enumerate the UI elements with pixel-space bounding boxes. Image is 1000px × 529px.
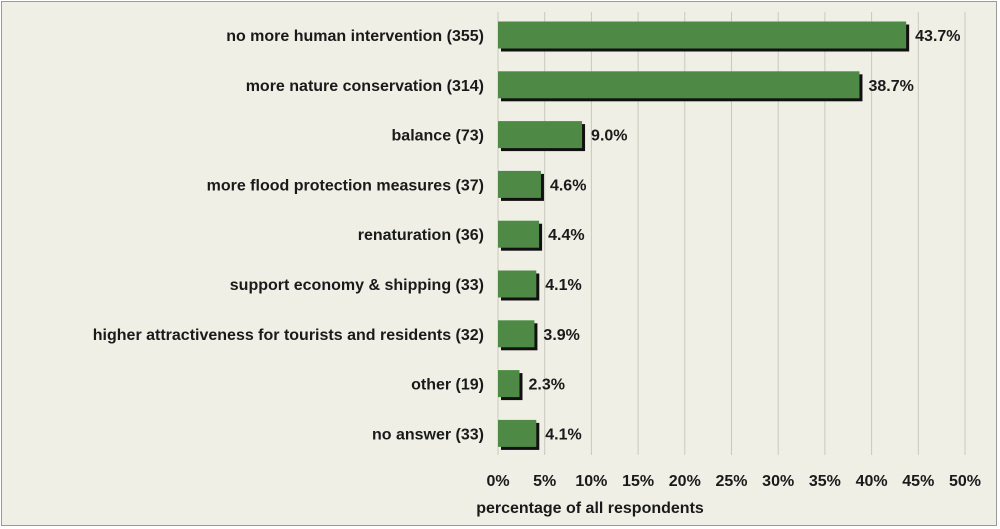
data-label: 4.4% (548, 227, 584, 244)
bar (498, 220, 540, 248)
category-label: more flood protection measures (37) (207, 177, 484, 194)
x-tick-label: 5% (533, 473, 556, 490)
x-tick-label: 35% (809, 473, 841, 490)
data-label: 2.3% (528, 377, 564, 394)
x-tick-label: 25% (715, 473, 747, 490)
data-label: 9.0% (591, 128, 627, 145)
category-label: more nature conservation (314) (246, 78, 484, 95)
x-tick-label: 15% (622, 473, 654, 490)
data-labels: 43.7% 38.7% 9.0% 4.6% 4.4% 4.1% 3.9% 2.3% 4.1% (528, 28, 960, 443)
bar (498, 71, 860, 99)
x-tick-labels: 0% 5% 10% 15% 20% 25% 30% 35% 40% 45% 50% (486, 473, 981, 490)
category-label: support economy & shipping (33) (230, 277, 484, 294)
x-tick-label: 20% (669, 473, 701, 490)
bar (498, 370, 520, 398)
data-label: 3.9% (543, 327, 579, 344)
x-tick-label: 0% (486, 473, 509, 490)
x-tick-label: 50% (949, 473, 981, 490)
category-label: other (19) (411, 377, 484, 394)
category-label: higher attractiveness for tourists and r… (93, 327, 484, 344)
bar (498, 21, 907, 49)
data-label: 43.7% (915, 28, 960, 45)
category-label: renaturation (36) (358, 227, 484, 244)
x-axis-title: percentage of all respondents (476, 500, 704, 517)
bars (498, 21, 910, 450)
x-tick-label: 45% (902, 473, 934, 490)
category-label: no more human intervention (355) (226, 28, 484, 45)
data-label: 4.6% (550, 177, 586, 194)
data-label: 38.7% (868, 78, 913, 95)
bar (498, 170, 541, 198)
category-label: balance (73) (392, 128, 484, 145)
x-tick-label: 40% (856, 473, 888, 490)
x-tick-label: 10% (575, 473, 607, 490)
bar (498, 320, 535, 348)
category-label: no answer (33) (372, 426, 484, 443)
data-label: 4.1% (545, 277, 581, 294)
data-label: 4.1% (545, 426, 581, 443)
category-labels: no more human intervention (355) more nat… (93, 28, 484, 443)
bar (498, 121, 583, 149)
bar (498, 419, 537, 447)
bar (498, 270, 537, 298)
x-tick-label: 30% (762, 473, 794, 490)
